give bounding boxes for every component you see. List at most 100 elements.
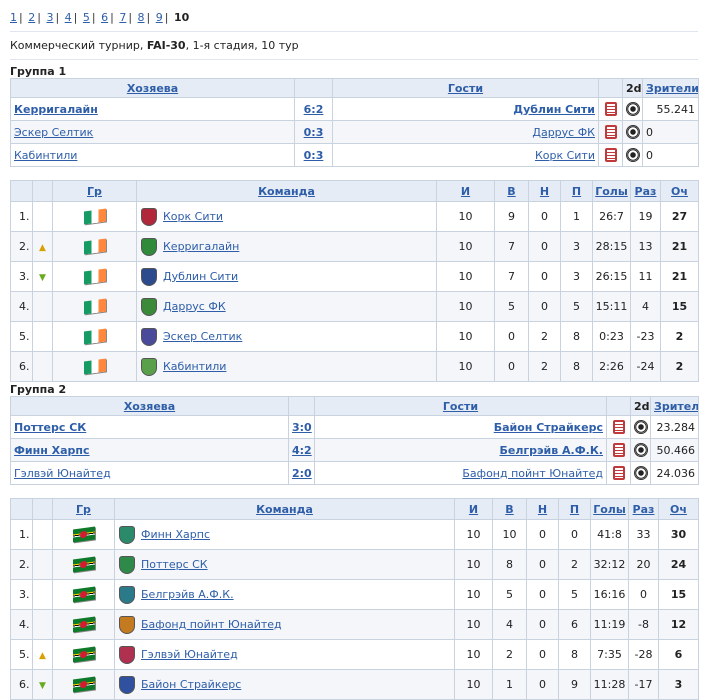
position: 4. — [10, 609, 33, 640]
score-link[interactable]: 0:3 — [303, 125, 324, 139]
team-link[interactable]: Байон Страйкерс — [141, 677, 242, 691]
away-header[interactable]: Гости — [442, 399, 479, 413]
played-value: 10 — [454, 519, 493, 550]
score-link[interactable]: 4:2 — [292, 443, 312, 457]
gr-header[interactable]: Гр — [76, 502, 91, 516]
played-header[interactable]: И — [460, 184, 471, 198]
team-link[interactable]: Корк Сити — [163, 209, 224, 223]
match-report-icon[interactable] — [604, 125, 617, 139]
standings-row: 1. Корк Сити 10 9 0 1 26:7 19 27 — [10, 201, 699, 232]
home-header[interactable]: Хозяева — [123, 399, 176, 413]
match-report-icon[interactable] — [612, 420, 625, 434]
team-link[interactable]: Керригалайн — [163, 239, 240, 253]
score-link[interactable]: 3:0 — [292, 420, 312, 434]
ball-icon[interactable] — [626, 125, 640, 139]
match-report-icon[interactable] — [612, 466, 625, 480]
team-link[interactable]: Поттерс СК — [141, 557, 208, 571]
page-link-7[interactable]: 7 — [119, 11, 127, 24]
diff-value: 13 — [630, 231, 661, 262]
page-link-9[interactable]: 9 — [155, 11, 163, 24]
played-header[interactable]: И — [468, 502, 479, 516]
score-link[interactable]: 6:2 — [303, 102, 324, 116]
gr-header[interactable]: Гр — [87, 184, 102, 198]
won-value: 7 — [494, 231, 529, 262]
game-row: Поттерс СК 3:0 Байон Страйкерс 23.284 — [10, 415, 699, 439]
drawn-header[interactable]: Н — [537, 502, 548, 516]
spectators-header[interactable]: Зрители — [654, 399, 699, 413]
pts-header[interactable]: Оч — [671, 184, 688, 198]
home-team-link[interactable]: Финн Харпс — [14, 443, 90, 457]
drawn-value: 0 — [528, 231, 561, 262]
pts-header[interactable]: Оч — [670, 502, 687, 516]
home-header[interactable]: Хозяева — [126, 81, 179, 95]
away-team-link[interactable]: Дублин Сити — [513, 102, 595, 116]
page-link-5[interactable]: 5 — [82, 11, 90, 24]
goals-header[interactable]: Голы — [595, 184, 628, 198]
away-team-link[interactable]: Бафонд пойнт Юнайтед — [462, 466, 603, 480]
diff-value: 4 — [630, 291, 661, 322]
team-link[interactable]: Гэлвэй Юнайтед — [141, 647, 238, 661]
away-team-link[interactable]: Байон Страйкерс — [493, 420, 603, 434]
won-header[interactable]: В — [507, 184, 516, 198]
goals-value: 11:28 — [590, 669, 629, 700]
spectators-value: 0 — [642, 143, 699, 167]
score-link[interactable]: 0:3 — [303, 148, 324, 162]
score-link[interactable]: 2:0 — [292, 466, 312, 480]
team-crest-icon — [141, 357, 157, 376]
page-link-4[interactable]: 4 — [64, 11, 72, 24]
points-value: 3 — [658, 669, 699, 700]
away-team-link[interactable]: Белгрэйв А.Ф.К. — [499, 443, 604, 457]
spectators-value: 50.466 — [650, 438, 699, 462]
page-link-8[interactable]: 8 — [137, 11, 145, 24]
lost-value: 8 — [560, 321, 593, 352]
team-link[interactable]: Белгрэйв А.Ф.К. — [141, 587, 234, 601]
team-crest-icon — [119, 525, 135, 544]
ball-icon[interactable] — [626, 102, 640, 116]
lost-value: 6 — [558, 609, 591, 640]
diff-header[interactable]: Раз — [634, 184, 657, 198]
lost-header[interactable]: П — [571, 184, 582, 198]
ball-icon[interactable] — [626, 148, 640, 162]
match-report-icon[interactable] — [604, 148, 617, 162]
dominica-flag-icon — [72, 556, 95, 573]
ball-icon[interactable] — [634, 443, 648, 457]
team-link[interactable]: Бафонд пойнт Юнайтед — [141, 617, 282, 631]
team-link[interactable]: Кабинтили — [163, 359, 227, 373]
match-report-icon[interactable] — [612, 443, 625, 457]
away-team-link[interactable]: Корк Сити — [534, 148, 595, 162]
played-value: 10 — [436, 261, 495, 292]
team-header[interactable]: Команда — [258, 184, 315, 198]
page-link-3[interactable]: 3 — [46, 11, 54, 24]
team-link[interactable]: Дублин Сити — [163, 269, 239, 283]
home-team-link[interactable]: Поттерс СК — [14, 420, 87, 434]
ireland-flag-icon — [83, 358, 106, 375]
home-team-link[interactable]: Керригалайн — [14, 102, 98, 116]
lost-header[interactable]: П — [569, 502, 580, 516]
won-value: 5 — [494, 291, 529, 322]
drawn-header[interactable]: Н — [539, 184, 550, 198]
played-value: 10 — [454, 609, 493, 640]
team-link[interactable]: Финн Харпс — [141, 527, 210, 541]
page-link-1[interactable]: 1 — [10, 11, 17, 24]
won-header[interactable]: В — [505, 502, 514, 516]
diff-value: -24 — [630, 351, 661, 382]
diff-header[interactable]: Раз — [632, 502, 655, 516]
team-link[interactable]: Эскер Селтик — [163, 329, 243, 343]
spectators-header[interactable]: Зрители — [646, 81, 699, 95]
ball-icon[interactable] — [634, 466, 648, 480]
page-link-6[interactable]: 6 — [101, 11, 109, 24]
match-report-icon[interactable] — [604, 102, 617, 116]
team-link[interactable]: Даррус ФК — [163, 299, 226, 313]
lost-value: 3 — [560, 231, 593, 262]
goals-header[interactable]: Голы — [593, 502, 626, 516]
home-team-link[interactable]: Гэлвэй Юнайтед — [14, 466, 111, 480]
home-team-link[interactable]: Кабинтили — [14, 148, 78, 162]
info-suffix: , 1-я стадия, 10 тур — [185, 39, 299, 52]
dominica-flag-icon — [72, 616, 95, 633]
away-header[interactable]: Гости — [447, 81, 484, 95]
home-team-link[interactable]: Эскер Селтик — [14, 125, 94, 139]
away-team-link[interactable]: Даррус ФК — [532, 125, 595, 139]
team-header[interactable]: Команда — [256, 502, 313, 516]
page-link-2[interactable]: 2 — [28, 11, 36, 24]
ball-icon[interactable] — [634, 420, 648, 434]
